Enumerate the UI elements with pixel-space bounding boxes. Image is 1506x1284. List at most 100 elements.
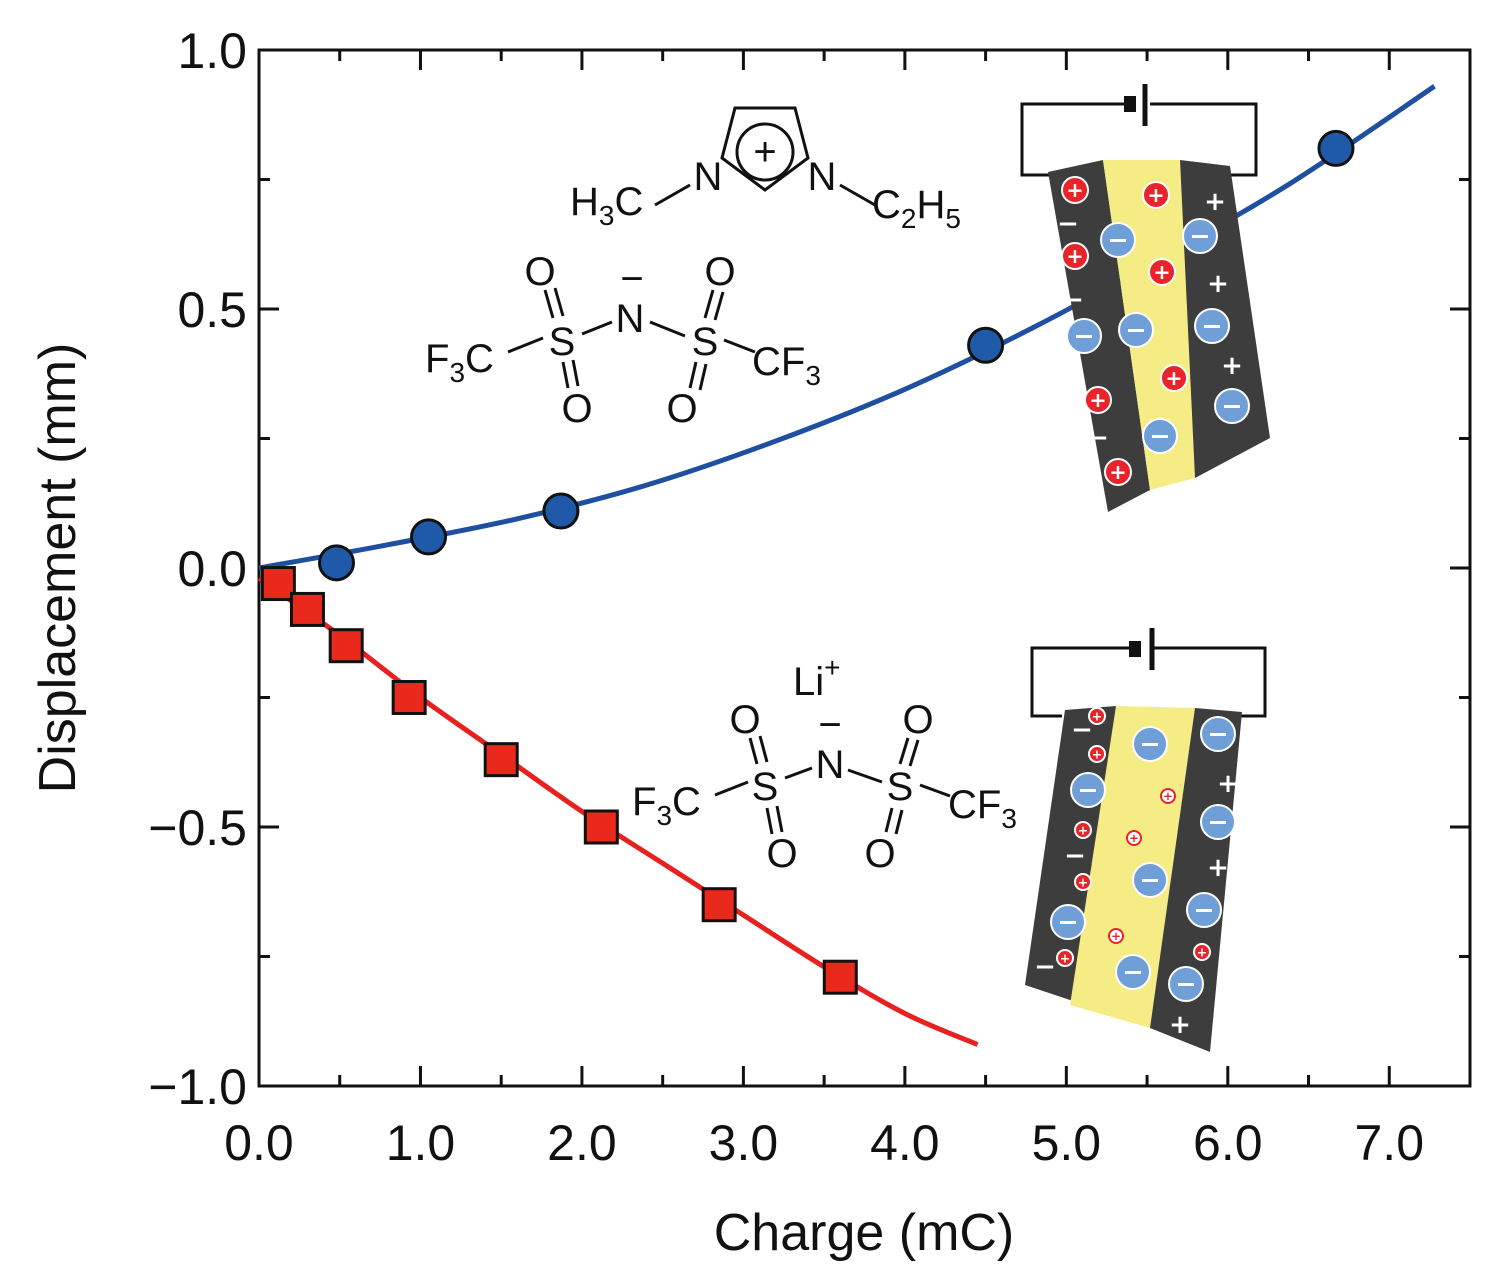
cation-sign: +: [1147, 183, 1164, 207]
cation-ion: [1142, 181, 1170, 209]
li-anion-s-left: S: [752, 765, 779, 809]
li-anion-o-bottom-left: O: [766, 832, 797, 876]
cation-right-group: C2H5: [872, 183, 961, 234]
cation-n-right: N: [808, 155, 837, 199]
cation-sign: +: [1078, 875, 1089, 890]
anion-sign: −: [1139, 866, 1160, 896]
point-emi-tfsi: [1317, 129, 1355, 167]
cation-n-left: N: [694, 155, 723, 199]
y-axis-title: Displacement (mm): [29, 343, 87, 794]
li-anion-left-group: F3C: [632, 780, 701, 831]
anion-ion: [1214, 388, 1250, 424]
anion-ion: [1168, 966, 1204, 1002]
point-li-tfsi: [289, 591, 325, 627]
li-ion: [1108, 928, 1124, 944]
x-tick-label: 5.0: [1032, 1115, 1102, 1171]
x-tick-label: 4.0: [870, 1115, 940, 1171]
battery-top-short: [1124, 96, 1136, 112]
li-cation: Li+: [793, 652, 841, 704]
cation-ion: [1148, 258, 1176, 286]
cation-sign: +: [1092, 747, 1103, 762]
y-tick-label: −0.5: [148, 800, 247, 856]
y-tick-label: 0.0: [177, 541, 247, 597]
cation-sign: +: [1109, 460, 1126, 484]
imidazolium-ring: [720, 106, 810, 192]
cation-charge: +: [753, 130, 776, 174]
actuator-illustration-top: +−+−+−++−+−+−−++−+−−: [1020, 84, 1270, 512]
cation-ion: [1061, 176, 1089, 204]
cation-sign: +: [1153, 260, 1170, 284]
anion-left-group: F3C: [425, 337, 494, 388]
anion-sign: −: [1189, 222, 1210, 252]
electrode-minus: −: [1087, 423, 1109, 453]
electrode-minus: −: [1062, 285, 1084, 315]
electrode-plus: +: [1169, 1010, 1191, 1040]
electrode-right-bottom: [1150, 708, 1242, 1052]
anion-charge: −: [620, 257, 643, 301]
electrode-plus: +: [1221, 351, 1243, 381]
x-tick-label: 6.0: [1193, 1115, 1263, 1171]
li-anion-s-right: S: [887, 765, 914, 809]
anion-ion: [1200, 804, 1236, 840]
li-anion-o-top-left: O: [729, 698, 760, 742]
li-anion-o-top-right: O: [902, 698, 933, 742]
anion-n: N: [616, 297, 645, 341]
point-li-tfsi: [260, 566, 296, 602]
cation-sign: +: [1197, 945, 1208, 960]
actuator-illustration-bottom: +−+−+−+−− +−++−+−−+−+−+−+: [1025, 628, 1267, 1052]
li-sign: +: [1111, 929, 1121, 943]
cation-sign: +: [1066, 244, 1083, 268]
anion-sign: −: [1073, 322, 1094, 352]
li-anion-n: N: [816, 743, 845, 787]
electrode-plus: +: [1207, 269, 1229, 299]
point-emi-tfsi: [410, 518, 448, 556]
anion-sign: −: [1175, 970, 1196, 1000]
anion-ion: [1186, 892, 1222, 928]
x-tick-label: 2.0: [547, 1115, 617, 1171]
li-tfsi-structure: Li+ F3C S O O N − S O O CF3: [632, 652, 1017, 876]
cation-ion: [1074, 821, 1092, 839]
anion-sign: −: [1107, 226, 1128, 256]
anion-sign: −: [1221, 392, 1242, 422]
anion-ion: [1118, 312, 1154, 348]
ions-top: +−+−+−++−+−+−−++−+−−: [1057, 176, 1250, 486]
cation-ion: [1193, 943, 1211, 961]
anion-s-right: S: [692, 320, 719, 364]
x-tick-label: 0.0: [224, 1115, 294, 1171]
cation-sign: +: [1066, 178, 1083, 202]
electrode-plus: +: [1207, 853, 1229, 883]
anion-ion: [1050, 904, 1086, 940]
anion-ion: [1070, 772, 1106, 808]
y-tick-label: 1.0: [177, 23, 247, 79]
anion-ion: [1100, 222, 1136, 258]
anion-sign: −: [1201, 312, 1222, 342]
anion-ion: [1182, 218, 1218, 254]
anion-sign: −: [1149, 422, 1170, 452]
anion-sign: −: [1193, 896, 1214, 926]
point-li-tfsi: [483, 742, 519, 778]
point-emi-tfsi: [967, 326, 1005, 364]
electrode-plus: +: [1217, 769, 1239, 799]
ring-charge-circle: [735, 122, 795, 182]
anion-o-top-left: O: [524, 250, 555, 294]
point-li-tfsi: [583, 809, 619, 845]
anion-ion: [1115, 954, 1151, 990]
anion-sign: −: [1122, 958, 1143, 988]
cation-sign: +: [1092, 709, 1103, 724]
point-emi-tfsi: [542, 492, 580, 530]
circuit-wire-bottom: [1030, 646, 1267, 718]
electrode-minus: −: [1071, 715, 1093, 745]
li-sign: +: [1163, 789, 1173, 803]
anion-sign: −: [1057, 908, 1078, 938]
cation-ion: [1074, 873, 1092, 891]
anion-ion: [1194, 308, 1230, 344]
x-tick-label: 3.0: [709, 1115, 779, 1171]
circuit-wire-top: [1020, 102, 1258, 177]
anion-ion: [1066, 318, 1102, 354]
fit-line-emi-tfsi: [258, 84, 1436, 571]
x-tick-label: 1.0: [386, 1115, 456, 1171]
li-anion-charge: −: [818, 703, 841, 747]
emi-tfsi-structure: + N N H3C C2H5 F3C S O O N − S O O CF3: [425, 106, 961, 431]
electrode-minus: −: [1034, 952, 1056, 982]
